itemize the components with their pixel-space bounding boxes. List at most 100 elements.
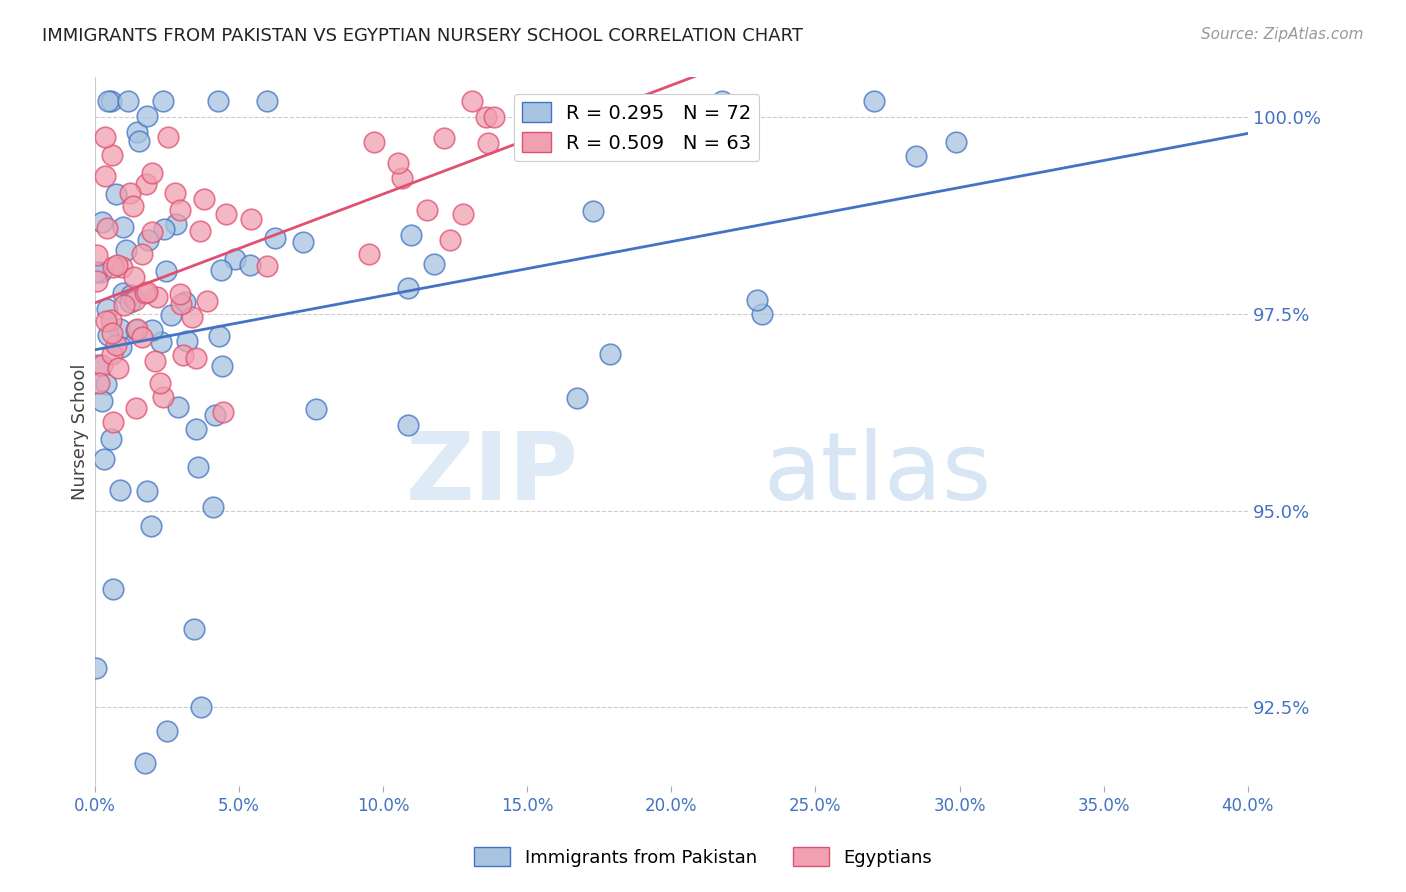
Legend: R = 0.295   N = 72, R = 0.509   N = 63: R = 0.295 N = 72, R = 0.509 N = 63 (515, 95, 759, 161)
Point (86, 248, 108, 262)
Point (172, 348, 194, 362)
Point (905, 149, 928, 163)
Point (107, 361, 129, 376)
Legend: Immigrants from Pakistan, Egyptians: Immigrants from Pakistan, Egyptians (467, 840, 939, 874)
Point (461, 94, 484, 108)
Point (751, 307, 773, 321)
Point (156, 130, 179, 145)
Point (145, 353, 167, 368)
Point (599, 347, 621, 361)
Point (128, 135, 150, 149)
Point (101, 582, 124, 597)
Point (207, 94, 229, 108)
Text: ZIP: ZIP (406, 428, 579, 520)
Point (94, 314, 117, 328)
Point (188, 224, 211, 238)
Point (239, 212, 262, 227)
Point (96, 221, 118, 235)
Point (94, 376, 117, 391)
Point (211, 359, 233, 374)
Point (153, 222, 176, 236)
Point (125, 401, 148, 415)
Point (84, 265, 107, 279)
Point (152, 390, 174, 404)
Point (193, 192, 215, 206)
Point (135, 177, 157, 191)
Point (93, 130, 115, 145)
Point (84, 661, 107, 675)
Point (187, 459, 209, 474)
Point (239, 258, 262, 272)
Point (156, 724, 179, 739)
Point (711, 94, 734, 108)
Point (135, 109, 157, 123)
Point (125, 125, 148, 139)
Point (224, 252, 246, 266)
Point (453, 207, 475, 221)
Point (475, 110, 498, 124)
Text: IMMIGRANTS FROM PAKISTAN VS EGYPTIAN NURSERY SCHOOL CORRELATION CHART: IMMIGRANTS FROM PAKISTAN VS EGYPTIAN NUR… (42, 27, 803, 45)
Point (195, 293, 218, 308)
Point (149, 376, 172, 390)
Point (87, 358, 110, 372)
Point (416, 202, 439, 217)
Point (433, 130, 456, 145)
Point (212, 405, 235, 419)
Point (91, 359, 114, 373)
Point (120, 186, 142, 200)
Point (111, 285, 134, 300)
Point (134, 756, 156, 770)
Point (136, 285, 159, 299)
Point (97, 328, 120, 343)
Point (96, 302, 118, 317)
Point (141, 225, 163, 239)
Point (208, 329, 231, 343)
Point (152, 94, 174, 108)
Point (100, 94, 122, 108)
Point (184, 351, 207, 365)
Point (131, 330, 153, 344)
Text: atlas: atlas (763, 428, 991, 520)
Point (131, 247, 153, 261)
Point (256, 259, 278, 273)
Point (101, 415, 124, 429)
Point (439, 233, 461, 247)
Point (105, 258, 128, 272)
Point (104, 186, 127, 201)
Point (477, 136, 499, 150)
Point (108, 483, 131, 497)
Point (169, 202, 191, 217)
Point (305, 401, 328, 416)
Point (391, 170, 413, 185)
Point (155, 264, 177, 278)
Point (174, 294, 197, 309)
Point (159, 309, 181, 323)
Point (112, 220, 135, 235)
Point (121, 199, 143, 213)
Point (169, 286, 191, 301)
Point (256, 94, 278, 108)
Point (141, 323, 163, 337)
Point (136, 233, 159, 247)
Point (117, 94, 139, 108)
Point (111, 260, 134, 274)
Point (141, 165, 163, 179)
Point (105, 337, 128, 351)
Point (565, 391, 588, 405)
Point (125, 321, 148, 335)
Point (291, 235, 314, 250)
Point (396, 281, 419, 295)
Point (482, 110, 505, 124)
Point (190, 700, 212, 714)
Point (100, 346, 122, 360)
Point (100, 432, 122, 446)
Point (145, 290, 167, 304)
Point (181, 310, 204, 324)
Point (167, 400, 190, 414)
Point (90, 215, 112, 229)
Point (97, 94, 120, 108)
Point (150, 334, 173, 349)
Point (101, 326, 124, 341)
Point (747, 293, 769, 307)
Point (201, 500, 224, 515)
